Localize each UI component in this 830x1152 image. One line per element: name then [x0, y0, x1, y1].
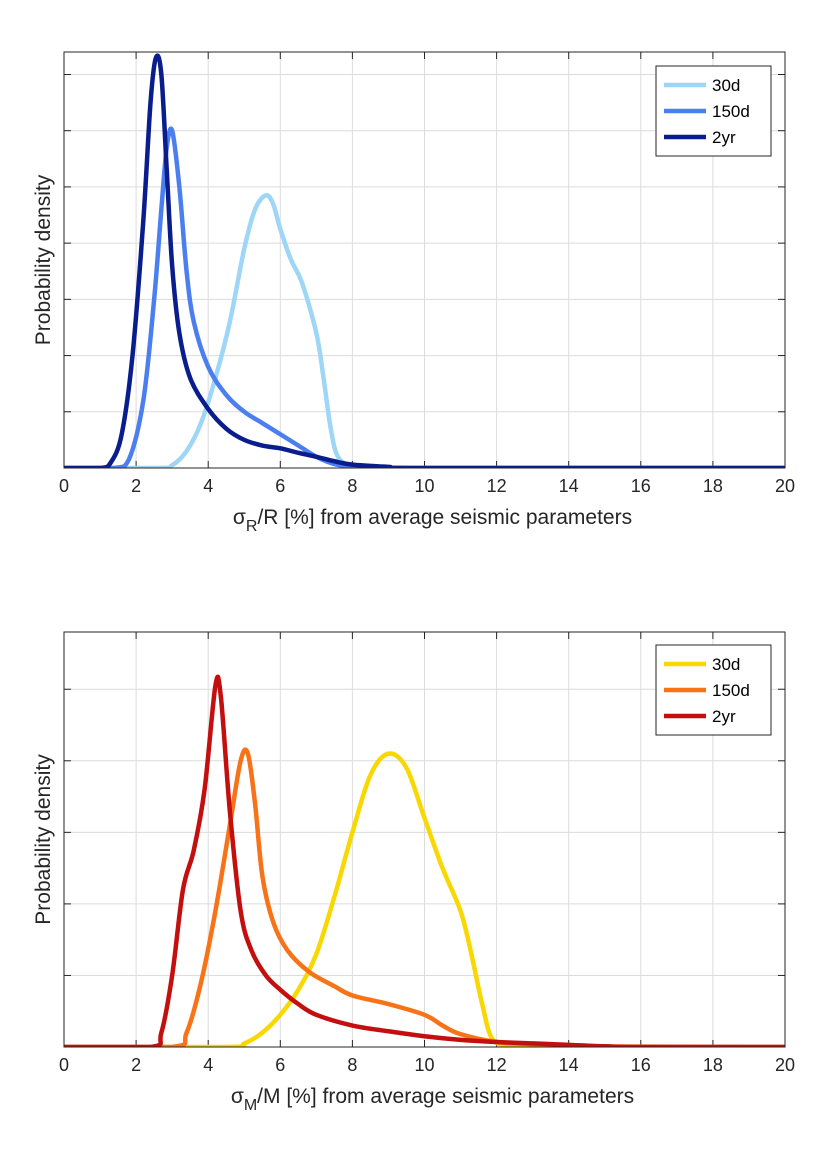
chart-radius: 0 2 4 6 8 10 12 14 16 18 20 σR/R [%] from average s…: [32, 51, 795, 535]
x-tick-label: 20: [775, 1055, 795, 1075]
x-axis-label-symbol: σ: [233, 506, 246, 529]
x-tick-label: 8: [347, 476, 357, 496]
x-axis-label-subscript: R: [246, 518, 258, 535]
x-tick-label: 12: [487, 476, 507, 496]
x-tick-label: 0: [59, 476, 69, 496]
legend-label-30d: 30d: [712, 655, 740, 674]
axes-frame: [63, 631, 786, 1048]
legend-label-2yr: 2yr: [712, 128, 736, 147]
x-tick-label: 20: [775, 476, 795, 496]
x-tick-label: 16: [631, 476, 651, 496]
series-line-2yr: [64, 53, 785, 468]
x-tick-label: 12: [487, 1055, 507, 1075]
legend: 30d 150d 2yr: [655, 644, 772, 736]
x-tick-label: 10: [414, 1055, 434, 1075]
x-axis-label: σR/R [%] from average seismic parameters: [233, 506, 632, 535]
x-axis-label: σM/M [%] from average seismic parameters: [231, 1085, 634, 1114]
series-line-2yr: [64, 674, 785, 1047]
x-tick-label: 14: [559, 1055, 579, 1075]
x-tick-label: 8: [347, 1055, 357, 1075]
y-axis-label: Probability density: [32, 754, 55, 925]
legend: 30d 150d 2yr: [655, 65, 772, 157]
x-tick-label: 10: [414, 476, 434, 496]
x-tick-label: 4: [203, 476, 213, 496]
x-axis-label-subscript: M: [244, 1097, 257, 1114]
axes-frame: [63, 51, 786, 469]
legend-label-150d: 150d: [712, 681, 750, 700]
y-axis-label: Probability density: [32, 174, 55, 345]
x-tick-label: 18: [703, 1055, 723, 1075]
x-tick-label: 2: [131, 476, 141, 496]
x-tick-label: 0: [59, 1055, 69, 1075]
chart-mass: 0 2 4 6 8 10 12 14 16 18 20 σM/M [%] from average s…: [32, 631, 795, 1114]
series-group: [64, 674, 785, 1047]
legend-label-2yr: 2yr: [712, 707, 736, 726]
x-axis-label-text: /R [%] from average seismic parameters: [257, 506, 632, 529]
legend-label-30d: 30d: [712, 76, 740, 95]
series-group: [64, 53, 785, 468]
x-tick-label: 14: [559, 476, 579, 496]
legend-label-150d: 150d: [712, 102, 750, 121]
x-tick-label: 2: [131, 1055, 141, 1075]
x-tick-label: 6: [275, 476, 285, 496]
x-tick-label: 16: [631, 1055, 651, 1075]
x-tick-label: 4: [203, 1055, 213, 1075]
x-tick-label: 6: [275, 1055, 285, 1075]
x-axis-label-text: /M [%] from average seismic parameters: [257, 1085, 634, 1108]
x-tick-label: 18: [703, 476, 723, 496]
x-axis-label-symbol: σ: [231, 1085, 244, 1108]
